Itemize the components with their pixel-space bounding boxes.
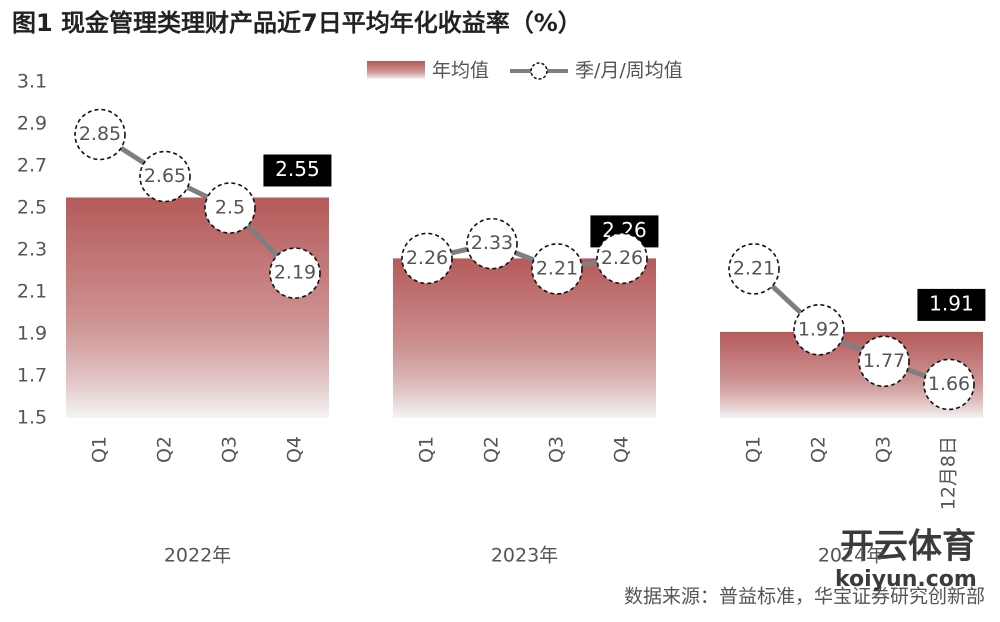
- line: [426, 241, 623, 272]
- point-marker: [531, 243, 583, 295]
- x-tick-label: Q3: [219, 436, 241, 463]
- x-tick-label: Q1: [89, 436, 111, 463]
- y-tick-label: 1.9: [17, 323, 47, 345]
- y-tick-label: 2.3: [17, 239, 47, 261]
- bar: [393, 258, 656, 418]
- y-tick-label: 2.7: [17, 155, 47, 177]
- point-marker: [269, 247, 321, 299]
- point-label: 2.5: [215, 197, 245, 219]
- y-tick-label: 1.5: [17, 407, 47, 429]
- point-marker: [204, 182, 256, 234]
- x-tick-label: Q4: [284, 436, 306, 463]
- x-tick-label: Q2: [808, 436, 830, 463]
- group-label: 2024年: [818, 545, 885, 567]
- legend-label: 年均值: [432, 60, 489, 82]
- watermark: koiyun.com: [835, 567, 977, 592]
- x-tick-label: Q1: [743, 436, 765, 463]
- point-label: 1.66: [928, 373, 970, 395]
- point-label: 2.26: [406, 247, 448, 269]
- x-tick-label: Q4: [611, 436, 633, 463]
- bar: [66, 197, 329, 418]
- y-tick-label: 2.1: [17, 281, 47, 303]
- point-label: 1.77: [863, 350, 905, 372]
- y-tick-label: 3.1: [17, 71, 47, 93]
- line: [752, 267, 950, 387]
- point-marker: [596, 232, 648, 285]
- point-marker: [858, 335, 910, 388]
- value-label: 1.91: [929, 291, 974, 315]
- legend-marker: [530, 62, 548, 80]
- chart-title: 图1 现金管理类理财产品近7日平均年化收益率（%）: [12, 9, 582, 37]
- point-label: 2.21: [536, 257, 578, 279]
- point-marker: [793, 303, 845, 356]
- point-marker: [923, 358, 975, 411]
- legend-swatch: [367, 61, 425, 79]
- point-label: 2.26: [601, 247, 643, 269]
- point-label: 2.33: [471, 232, 513, 254]
- line: [98, 132, 297, 275]
- x-tick-label: Q3: [873, 436, 895, 463]
- value-label-box: [263, 154, 332, 187]
- x-tick-label: 12月8日: [938, 436, 960, 510]
- x-tick-label: Q3: [546, 436, 568, 463]
- point-label: 2.19: [274, 262, 316, 284]
- y-tick-label: 2.9: [17, 113, 47, 135]
- group-label: 2023年: [491, 545, 558, 567]
- watermark: 开云体育: [840, 527, 976, 567]
- point-label: 2.85: [79, 123, 121, 145]
- point-marker: [74, 108, 126, 161]
- x-tick-label: Q2: [481, 436, 503, 463]
- point-marker: [466, 217, 518, 270]
- point-marker: [139, 150, 191, 203]
- point-label: 1.92: [798, 318, 840, 340]
- legend-label: 季/月/周均值: [575, 60, 683, 82]
- y-tick-label: 2.5: [17, 197, 47, 219]
- point-label: 2.21: [733, 257, 775, 279]
- value-label-box: [917, 288, 986, 321]
- point-label: 2.65: [144, 165, 186, 187]
- x-tick-label: Q1: [416, 436, 438, 463]
- value-label: 2.55: [275, 157, 320, 181]
- y-tick-label: 1.7: [17, 365, 47, 387]
- source-note: 数据来源：普益标准，华宝证券研究创新部: [624, 586, 985, 608]
- point-marker: [728, 243, 780, 295]
- group-label: 2022年: [164, 545, 231, 567]
- x-tick-label: Q2: [154, 436, 176, 463]
- point-marker: [401, 232, 453, 285]
